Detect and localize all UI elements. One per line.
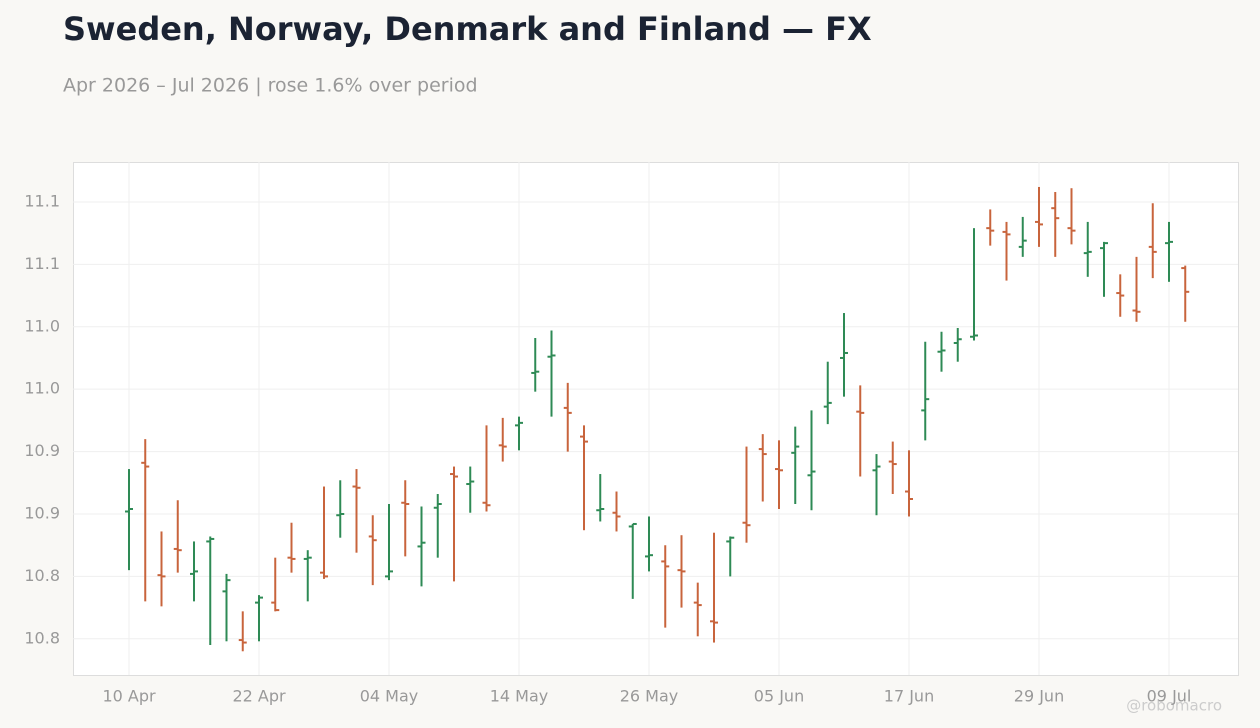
x-tick-label: 09 Jul xyxy=(1147,687,1192,706)
y-tick-label: 10.8 xyxy=(24,628,60,647)
x-tick-label: 26 May xyxy=(620,687,679,706)
x-tick-label: 22 Apr xyxy=(232,687,286,706)
chart-title: Sweden, Norway, Denmark and Finland — FX xyxy=(63,10,872,48)
x-tick-label: 17 Jun xyxy=(884,687,934,706)
y-tick-label: 10.9 xyxy=(24,503,60,522)
y-tick-label: 11.1 xyxy=(24,191,60,210)
x-tick-label: 05 Jun xyxy=(754,687,804,706)
plot-area xyxy=(73,162,1239,676)
x-tick-label: 14 May xyxy=(490,687,549,706)
y-tick-label: 10.9 xyxy=(24,441,60,460)
y-tick-label: 11.0 xyxy=(24,379,60,398)
x-tick-label: 10 Apr xyxy=(102,687,156,706)
x-tick-label: 04 May xyxy=(360,687,419,706)
x-tick-label: 29 Jun xyxy=(1014,687,1064,706)
y-tick-label: 10.8 xyxy=(24,566,60,585)
y-tick-label: 11.0 xyxy=(24,316,60,335)
chart-subtitle: Apr 2026 – Jul 2026 | rose 1.6% over per… xyxy=(63,75,478,97)
watermark: @robomacro xyxy=(1126,697,1222,715)
y-tick-label: 11.1 xyxy=(24,254,60,273)
